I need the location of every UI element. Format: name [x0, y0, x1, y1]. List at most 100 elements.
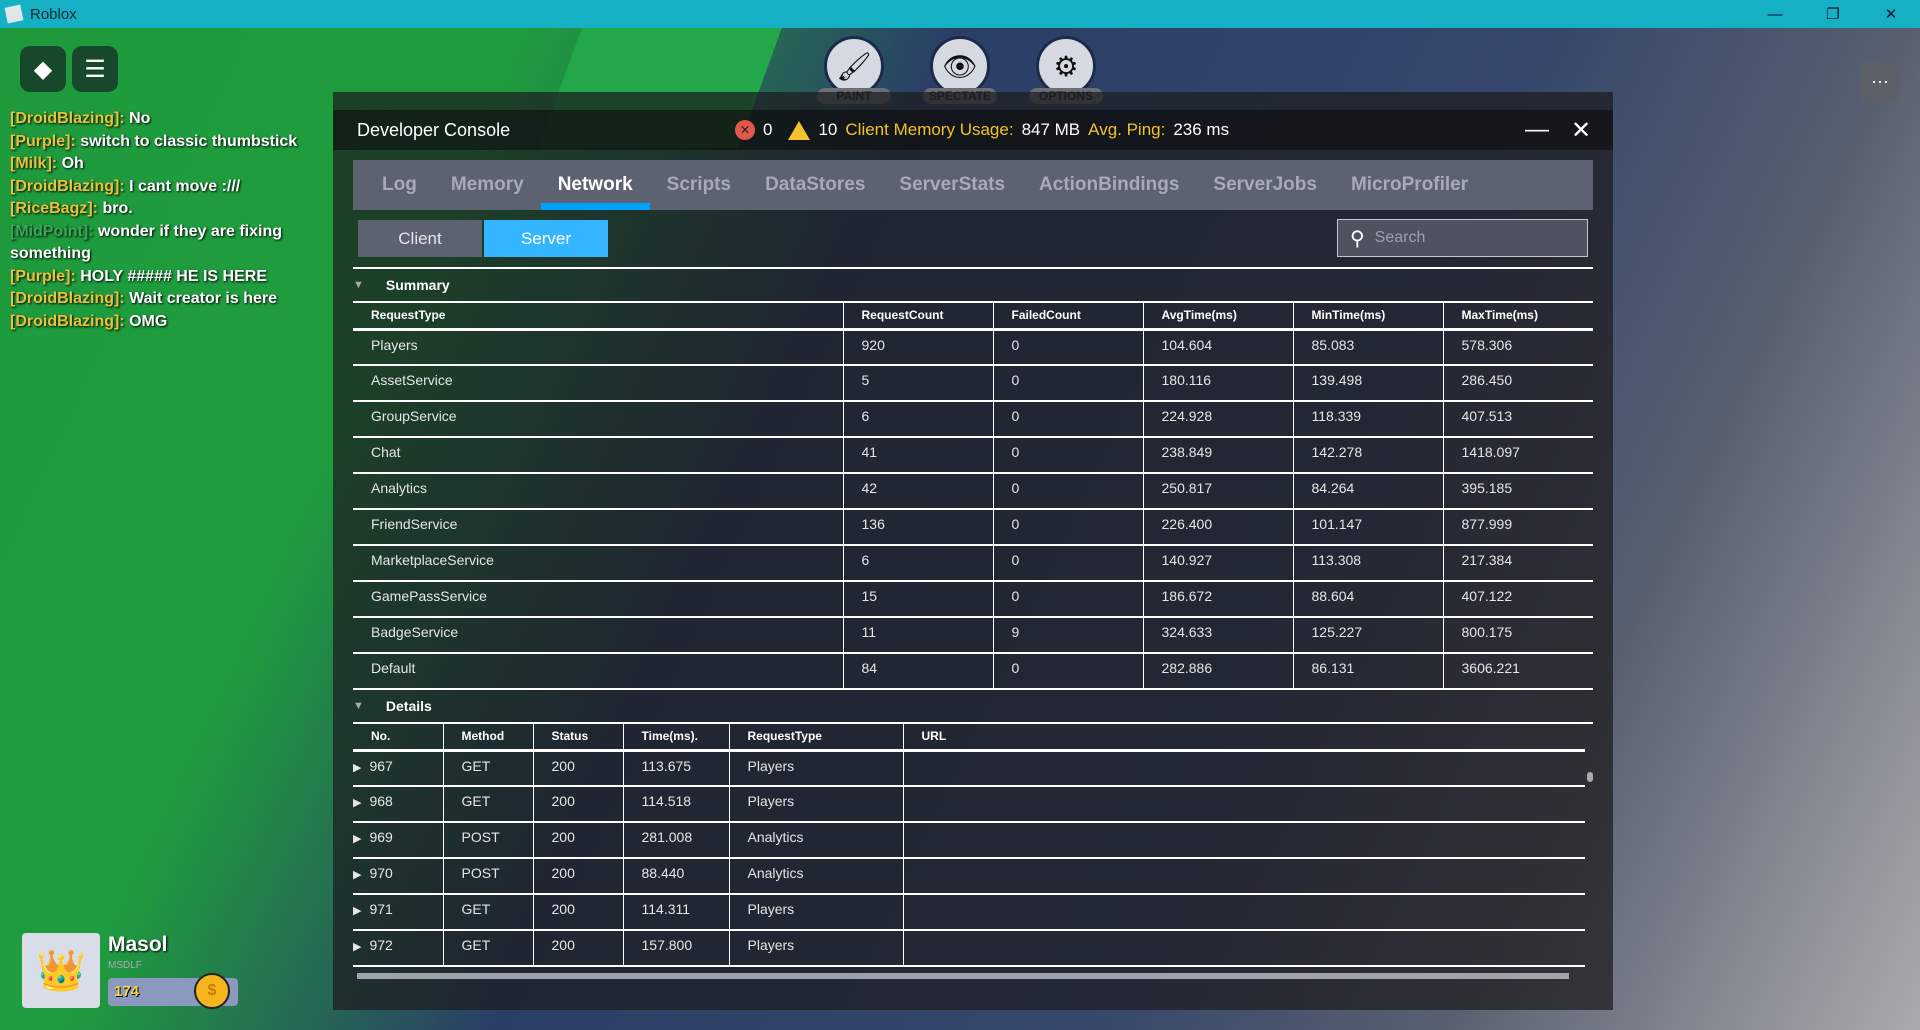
restore-button[interactable]: ❐: [1826, 6, 1840, 23]
chat-text: I cant move :///: [129, 177, 241, 195]
tab-datastores[interactable]: DataStores: [765, 174, 866, 195]
ellipsis-icon: ⋯: [1871, 71, 1889, 92]
table-cell: 920: [843, 329, 994, 366]
column-header[interactable]: Method: [443, 724, 534, 752]
tab-actionbindings[interactable]: ActionBindings: [1039, 174, 1180, 195]
column-header[interactable]: FailedCount: [993, 303, 1144, 331]
table-row[interactable]: ▶ 967 GET 200 113.675 Players: [353, 750, 1585, 787]
column-header[interactable]: Time(ms).: [623, 724, 730, 752]
column-header[interactable]: RequestCount: [843, 303, 994, 331]
details-vertical-scrollbar[interactable]: [1587, 772, 1593, 782]
table-cell: Players: [729, 750, 904, 787]
table-row[interactable]: ▶ 969 POST 200 281.008 Analytics: [353, 822, 1585, 859]
chat-text: bro.: [102, 200, 133, 217]
table-cell: Analytics: [729, 858, 904, 895]
column-header[interactable]: URL: [903, 724, 1585, 752]
search-input[interactable]: ⚲ Search: [1337, 219, 1588, 257]
table-cell: 3606.221: [1443, 653, 1593, 690]
table-cell: 15: [843, 581, 994, 618]
table-cell: [903, 858, 1585, 895]
tab-memory[interactable]: Memory: [450, 174, 524, 195]
cell-value: POST: [461, 829, 500, 845]
chat-author: [MidPoint]:: [10, 222, 94, 240]
table-cell: 0: [993, 437, 1144, 474]
tab-microprofiler[interactable]: MicroProfiler: [1350, 174, 1469, 195]
more-options-button[interactable]: ⋯: [1860, 62, 1900, 102]
expand-arrow-icon[interactable]: ▶: [353, 761, 362, 774]
cell-value: 224.928: [1161, 408, 1213, 424]
table-row[interactable]: ▶ 970 POST 200 88.440 Analytics: [353, 858, 1585, 895]
table-row[interactable]: ▶ 968 GET 200 114.518 Players: [353, 786, 1585, 823]
minimize-button[interactable]: —: [1767, 5, 1783, 23]
tab-serverjobs[interactable]: ServerJobs: [1213, 174, 1317, 195]
divider: [353, 301, 1593, 303]
table-cell: 0: [993, 545, 1144, 582]
close-window-button[interactable]: ✕: [1884, 6, 1898, 23]
details-section-toggle[interactable]: ▼ Details: [353, 690, 1593, 722]
table-row: GamePassService 15 0 186.672 88.604 407.122: [353, 581, 1593, 618]
column-header[interactable]: MaxTime(ms): [1443, 303, 1593, 331]
summary-section-toggle[interactable]: ▼ Summary: [353, 269, 1593, 301]
table-cell: [903, 894, 1585, 931]
cell-value: 136: [861, 516, 885, 532]
cell-value: Players: [747, 901, 795, 917]
table-cell: 200: [533, 750, 624, 787]
tab-scripts[interactable]: Scripts: [666, 174, 732, 195]
table-cell: POST: [443, 858, 534, 895]
table-cell: 125.227: [1293, 617, 1444, 654]
table-row[interactable]: ▶ 971 GET 200 114.311 Players: [353, 894, 1585, 931]
cell-value: GET: [461, 901, 491, 917]
column-header[interactable]: Status: [533, 724, 624, 752]
table-cell: 200: [533, 786, 624, 823]
cell-value: 88.604: [1311, 588, 1355, 604]
table-cell: 800.175: [1443, 617, 1593, 654]
console-close-button[interactable]: ✕: [1571, 116, 1592, 144]
cell-value: 157.800: [641, 937, 693, 953]
cell-value: 970: [369, 865, 393, 881]
console-minimize-button[interactable]: —: [1525, 116, 1549, 143]
table-cell: AssetService: [353, 365, 844, 402]
column-header[interactable]: AvgTime(ms): [1143, 303, 1294, 331]
column-header[interactable]: No.: [353, 724, 444, 752]
cell-value: 395.185: [1461, 480, 1513, 496]
warning-icon: [788, 120, 811, 140]
expand-arrow-icon[interactable]: ▶: [353, 833, 362, 845]
summary-title: Summary: [385, 277, 450, 293]
player-subtitle: MSDLF: [108, 960, 142, 971]
tab-log[interactable]: Log: [382, 174, 417, 195]
expand-arrow-icon[interactable]: ▶: [353, 797, 362, 809]
column-header[interactable]: RequestType: [353, 303, 844, 331]
table-row[interactable]: ▶ 972 GET 200 157.800 Players: [353, 930, 1585, 967]
table-cell: 0: [993, 329, 1144, 366]
player-name: Masol: [108, 933, 168, 956]
cell-value: 42: [861, 480, 878, 496]
chat-toggle-button[interactable]: ☰: [72, 46, 118, 92]
ping-label: Avg. Ping:: [1088, 120, 1166, 139]
chat-message: [DroidBlazing]: Wait creator is here: [10, 288, 325, 311]
tab-network[interactable]: Network: [540, 160, 650, 210]
client-toggle[interactable]: Client: [358, 220, 482, 257]
expand-arrow-icon[interactable]: ▶: [353, 905, 362, 917]
cell-value: 180.116: [1161, 372, 1212, 388]
details-horizontal-scrollbar[interactable]: [357, 973, 1569, 979]
details-title: Details: [385, 698, 432, 714]
warning-count: 10: [818, 120, 838, 139]
expand-arrow-icon[interactable]: ▶: [353, 941, 362, 953]
column-header[interactable]: RequestType: [729, 724, 904, 752]
tab-serverstats[interactable]: ServerStats: [899, 174, 1006, 195]
roblox-menu-button[interactable]: ◆: [20, 46, 66, 92]
column-header[interactable]: MinTime(ms): [1293, 303, 1444, 331]
cell-value: 969: [369, 829, 393, 845]
table-cell: 395.185: [1443, 473, 1593, 510]
avatar: 👑: [22, 933, 100, 1008]
chat-author: [DroidBlazing]:: [10, 290, 125, 307]
cell-value: 0: [1011, 588, 1020, 604]
cell-value: 3606.221: [1461, 660, 1520, 676]
table-cell: ▶ 967: [353, 750, 444, 787]
expand-arrow-icon[interactable]: ▶: [353, 869, 362, 881]
table-row: Default 84 0 282.886 86.131 3606.221: [353, 653, 1593, 690]
server-toggle[interactable]: Server: [484, 220, 608, 257]
chat-text: HOLY ##### HE IS HERE: [80, 267, 267, 285]
cell-value: 114.311: [641, 901, 691, 917]
table-cell: 142.278: [1293, 437, 1444, 474]
